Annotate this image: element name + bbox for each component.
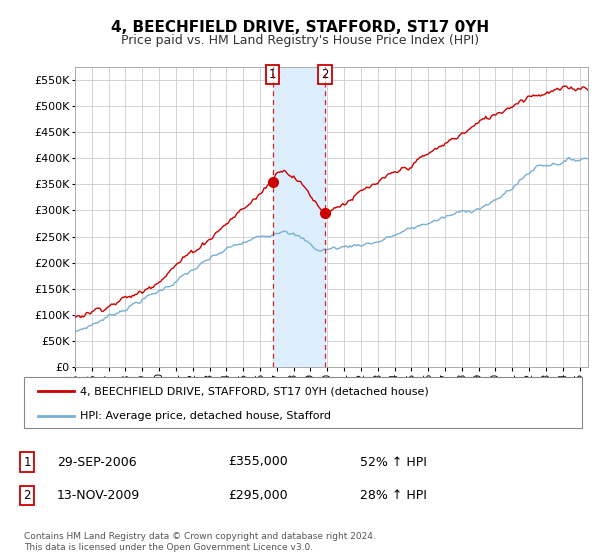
FancyBboxPatch shape [24,377,582,428]
Text: Contains HM Land Registry data © Crown copyright and database right 2024.
This d: Contains HM Land Registry data © Crown c… [24,532,376,552]
Text: 4, BEECHFIELD DRIVE, STAFFORD, ST17 0YH: 4, BEECHFIELD DRIVE, STAFFORD, ST17 0YH [111,20,489,35]
Text: 1: 1 [269,68,277,81]
Bar [272,67,325,367]
Text: 13-NOV-2009: 13-NOV-2009 [57,489,140,502]
Text: 28% ↑ HPI: 28% ↑ HPI [360,489,427,502]
Text: 52% ↑ HPI: 52% ↑ HPI [360,455,427,469]
Text: 1: 1 [23,455,31,469]
Text: Price paid vs. HM Land Registry's House Price Index (HPI): Price paid vs. HM Land Registry's House … [121,34,479,46]
Text: HPI: Average price, detached house, Stafford: HPI: Average price, detached house, Staf… [80,410,331,421]
Text: 2: 2 [322,68,329,81]
Text: 29-SEP-2006: 29-SEP-2006 [57,455,137,469]
Text: £295,000: £295,000 [228,489,287,502]
Text: 4, BEECHFIELD DRIVE, STAFFORD, ST17 0YH (detached house): 4, BEECHFIELD DRIVE, STAFFORD, ST17 0YH … [80,386,428,396]
Text: £355,000: £355,000 [228,455,288,469]
Text: 2: 2 [23,489,31,502]
